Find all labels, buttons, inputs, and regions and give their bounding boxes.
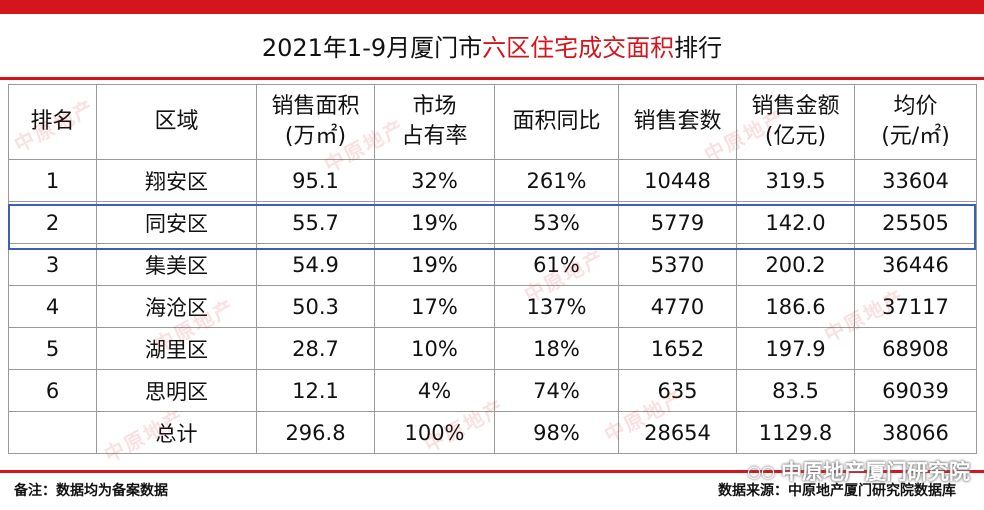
cell-area-yoy: 137%	[494, 285, 619, 328]
cell-district: 湖里区	[96, 327, 257, 370]
cell-sales-area: 28.7	[256, 327, 375, 370]
cell-market-share: 4%	[374, 369, 495, 412]
cell-sales-area: 95.1	[256, 159, 375, 202]
cell-area-yoy: 261%	[494, 159, 619, 202]
cell-district: 海沧区	[96, 285, 257, 328]
header-line: (万㎡)	[284, 124, 347, 149]
watermark-text: 中原地产厦门研究院	[781, 460, 970, 484]
cell-market-share: 17%	[374, 285, 495, 328]
cell-avg-price: 68908	[854, 327, 977, 370]
header-sales-area: 销售面积 (万㎡)	[256, 84, 375, 160]
header-district: 区域	[96, 84, 257, 160]
cell-avg-price: 37117	[854, 285, 977, 328]
cell-market-share: 19%	[374, 243, 495, 286]
cell-sales-units: 4770	[618, 285, 737, 328]
ranking-table: 排名 区域 销售面积 (万㎡) 市场 占有率 面积同比 销售套数 销售金额 (亿元) 均价 (元/㎡)…	[8, 84, 977, 454]
cell-rank: 5	[8, 327, 97, 370]
footnote: 备注：数据均为备案数据	[14, 483, 168, 499]
header-rank: 排名	[8, 84, 97, 160]
cell-sales-area: 12.1	[256, 369, 375, 412]
cell-rank: 2	[8, 201, 97, 244]
cell-sales-units: 28654	[618, 411, 737, 454]
cell-sales-units: 5779	[618, 201, 737, 244]
cell-sales-amount: 197.9	[736, 327, 855, 370]
cell-sales-units: 5370	[618, 243, 737, 286]
cell-district: 总计	[96, 411, 257, 454]
cell-rank: 1	[8, 159, 97, 202]
cell-avg-price: 25505	[854, 201, 977, 244]
table-row: 2 同安区 55.7 19% 53% 5779 142.0 25505	[8, 201, 977, 244]
cell-rank: 6	[8, 369, 97, 412]
table-row: 4 海沧区 50.3 17% 137% 4770 186.6 37117	[8, 285, 977, 328]
table-body: 1 翔安区 95.1 32% 261% 10448 319.5 33604 2 同安区 55.7 19…	[8, 159, 977, 454]
header-line: 销售金额	[751, 94, 840, 119]
header-line: 占有率	[401, 124, 468, 149]
title-prefix: 2021年1-9月厦门市	[261, 33, 483, 62]
cell-district: 集美区	[96, 243, 257, 286]
header-row: 排名 区域 销售面积 (万㎡) 市场 占有率 面积同比 销售套数 销售金额 (亿元) 均价 (元/㎡)	[8, 84, 977, 160]
total-row: 总计 296.8 100% 98% 28654 1129.8 38066	[8, 411, 977, 454]
cell-sales-amount: 186.6	[736, 285, 855, 328]
cell-sales-amount: 142.0	[736, 201, 855, 244]
wechat-icon: ○○	[747, 461, 775, 481]
cell-avg-price: 38066	[854, 411, 977, 454]
bottom-rule	[0, 470, 984, 473]
header-line: 面积同比	[512, 109, 601, 134]
top-red-bar	[0, 0, 984, 14]
cell-market-share: 19%	[374, 201, 495, 244]
cell-area-yoy: 18%	[494, 327, 619, 370]
table-row: 6 思明区 12.1 4% 74% 635 83.5 69039	[8, 369, 977, 412]
cell-sales-amount: 83.5	[736, 369, 855, 412]
cell-area-yoy: 98%	[494, 411, 619, 454]
cell-avg-price: 33604	[854, 159, 977, 202]
data-source: 数据来源：中原地产厦门研究院数据库	[718, 483, 956, 499]
cell-area-yoy: 53%	[494, 201, 619, 244]
cell-sales-units: 1652	[618, 327, 737, 370]
cell-sales-area: 50.3	[256, 285, 375, 328]
cell-rank	[8, 411, 97, 454]
cell-sales-area: 54.9	[256, 243, 375, 286]
header-market-share: 市场 占有率	[374, 84, 495, 160]
cell-sales-area: 296.8	[256, 411, 375, 454]
cell-avg-price: 36446	[854, 243, 977, 286]
cell-district: 思明区	[96, 369, 257, 412]
cell-area-yoy: 61%	[494, 243, 619, 286]
header-avg-price: 均价 (元/㎡)	[854, 84, 977, 160]
title-highlight: 六区住宅成交面积	[482, 33, 675, 62]
table-row: 3 集美区 54.9 19% 61% 5370 200.2 36446	[8, 243, 977, 286]
header-line: 排名	[30, 109, 75, 134]
header-line: 销售套数	[633, 109, 722, 134]
cell-avg-price: 69039	[854, 369, 977, 412]
cell-sales-amount: 200.2	[736, 243, 855, 286]
table-row: 1 翔安区 95.1 32% 261% 10448 319.5 33604	[8, 159, 977, 202]
header-sales-units: 销售套数	[618, 84, 737, 160]
cell-sales-units: 635	[618, 369, 737, 412]
header-line: 区域	[154, 109, 199, 134]
cell-sales-units: 10448	[618, 159, 737, 202]
cell-market-share: 10%	[374, 327, 495, 370]
cell-sales-amount: 319.5	[736, 159, 855, 202]
header-line: (亿元)	[764, 124, 827, 149]
title-suffix: 排行	[674, 33, 723, 62]
cell-area-yoy: 74%	[494, 369, 619, 412]
cell-district: 翔安区	[96, 159, 257, 202]
cell-rank: 3	[8, 243, 97, 286]
header-line: 市场	[412, 94, 457, 119]
title-rule	[0, 77, 984, 80]
header-line: (元/㎡)	[881, 124, 950, 149]
cell-district: 同安区	[96, 201, 257, 244]
cell-market-share: 32%	[374, 159, 495, 202]
cell-sales-amount: 1129.8	[736, 411, 855, 454]
table-row: 5 湖里区 28.7 10% 18% 1652 197.9 68908	[8, 327, 977, 370]
header-area-yoy: 面积同比	[494, 84, 619, 160]
header-line: 均价	[893, 94, 938, 119]
cell-market-share: 100%	[374, 411, 495, 454]
header-line: 销售面积	[271, 94, 360, 119]
watermark: ○○ 中原地产厦门研究院	[747, 456, 970, 486]
cell-sales-area: 55.7	[256, 201, 375, 244]
header-sales-amount: 销售金额 (亿元)	[736, 84, 855, 160]
cell-rank: 4	[8, 285, 97, 328]
table-title: 2021年1-9月厦门市 六区住宅成交面积 排行	[0, 14, 984, 76]
